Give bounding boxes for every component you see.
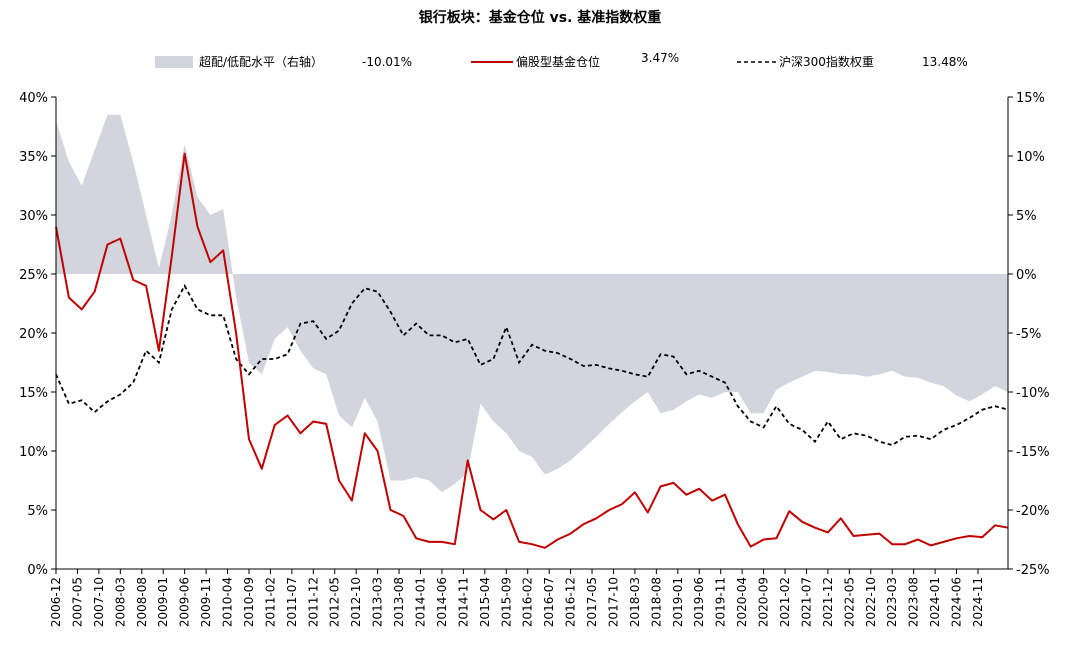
x-tick-label: 2011-07: [285, 577, 299, 627]
right-tick-label: 0%: [1016, 268, 1037, 283]
x-tick-label: 2011-02: [263, 577, 277, 627]
x-tick-label: 2013-03: [371, 577, 385, 627]
right-axis: -25% -20% -15% -10% -5% 0% 5% 10% 15%: [1007, 91, 1050, 578]
x-tick-label: 2007-10: [92, 577, 106, 627]
x-tick-label: 2008-03: [113, 577, 127, 627]
x-tick-label: 2023-08: [907, 577, 921, 627]
x-tick-label: 2015-04: [478, 577, 492, 627]
x-tick-label: 2008-08: [135, 577, 149, 627]
fund-position-line: [55, 152, 1009, 549]
left-tick-label: 20%: [19, 327, 48, 342]
x-tick-label: 2016-02: [521, 577, 535, 627]
x-tick-label: 2013-08: [392, 577, 406, 627]
left-axis: 0% 5% 10% 15% 20% 25% 30% 35% 40%: [19, 91, 57, 578]
x-tick-label: 2007-05: [70, 577, 84, 627]
legend-value-fund: 3.47%: [641, 51, 679, 65]
x-tick-label: 2018-08: [649, 577, 663, 627]
left-tick-label: 35%: [19, 150, 48, 165]
legend-value-overweight: -10.01%: [362, 55, 412, 69]
x-tick-label: 2006-12: [49, 577, 63, 627]
right-tick-label: -5%: [1016, 327, 1041, 342]
x-tick-label: 2012-05: [328, 577, 342, 627]
x-tick-label: 2020-09: [757, 577, 771, 627]
right-tick-label: -20%: [1016, 504, 1050, 519]
x-tick-label: 2011-12: [306, 577, 320, 627]
x-tick-label: 2012-10: [349, 577, 363, 627]
x-tick-label: 2023-03: [885, 577, 899, 627]
legend-label-fund: 偏股型基金仓位: [516, 54, 600, 69]
x-tick-label: 2018-03: [628, 577, 642, 627]
x-axis: 2006-12 2007-05 2007-10 2008-03 2008-08 2009-…: [49, 568, 1008, 627]
x-tick-label: 2022-05: [842, 577, 856, 627]
x-tick-label: 2010-04: [221, 577, 235, 627]
x-tick-label: 2019-11: [714, 577, 728, 627]
x-tick-label: 2016-07: [542, 577, 556, 627]
legend-label-index: 沪深300指数权重: [779, 54, 874, 69]
right-tick-label: -10%: [1016, 386, 1050, 401]
legend-value-index: 13.48%: [922, 55, 968, 69]
x-tick-label: 2024-01: [928, 577, 942, 627]
x-tick-label: 2009-11: [199, 577, 213, 627]
x-tick-label: 2017-05: [585, 577, 599, 627]
x-tick-label: 2016-12: [564, 577, 578, 627]
right-tick-label: 10%: [1016, 150, 1045, 165]
x-tick-label: 2024-11: [971, 577, 985, 627]
legend-area-swatch: [155, 56, 193, 68]
x-tick-label: 2021-12: [821, 577, 835, 627]
left-tick-label: 5%: [27, 504, 48, 519]
overweight-area: [56, 114, 1008, 493]
left-tick-label: 40%: [19, 91, 48, 106]
x-tick-label: 2010-09: [242, 577, 256, 627]
right-tick-label: 5%: [1016, 209, 1037, 224]
x-tick-label: 2021-07: [800, 577, 814, 627]
x-tick-label: 2019-01: [671, 577, 685, 627]
x-tick-label: 2014-01: [414, 577, 428, 627]
x-tick-label: 2019-06: [692, 577, 706, 627]
left-tick-label: 30%: [19, 209, 48, 224]
index-weight-line: [55, 283, 1009, 447]
x-tick-label: 2009-06: [178, 577, 192, 627]
right-tick-label: 15%: [1016, 91, 1045, 106]
x-tick-label: 2020-04: [735, 577, 749, 627]
left-tick-label: 0%: [27, 563, 48, 578]
x-tick-label: 2015-09: [499, 577, 513, 627]
x-tick-label: 2021-02: [778, 577, 792, 627]
legend-label-overweight: 超配/低配水平（右轴）: [199, 54, 323, 69]
x-tick-label: 2014-11: [456, 577, 470, 627]
x-tick-label: 2017-10: [607, 577, 621, 627]
right-tick-label: -15%: [1016, 445, 1050, 460]
x-tick-label: 2009-01: [156, 577, 170, 627]
legend: 超配/低配水平（右轴） -10.01% 偏股型基金仓位 3.47% 沪深300指…: [155, 51, 968, 69]
series-layer: [55, 114, 1009, 549]
x-tick-label: 2022-10: [864, 577, 878, 627]
x-tick-label: 2024-06: [950, 577, 964, 627]
chart-title: 银行板块：基金仓位 vs. 基准指数权重: [419, 9, 662, 26]
right-tick-label: -25%: [1016, 563, 1050, 578]
left-tick-label: 15%: [19, 386, 48, 401]
left-tick-label: 10%: [19, 445, 48, 460]
left-tick-label: 25%: [19, 268, 48, 283]
x-tick-label: 2014-06: [435, 577, 449, 627]
